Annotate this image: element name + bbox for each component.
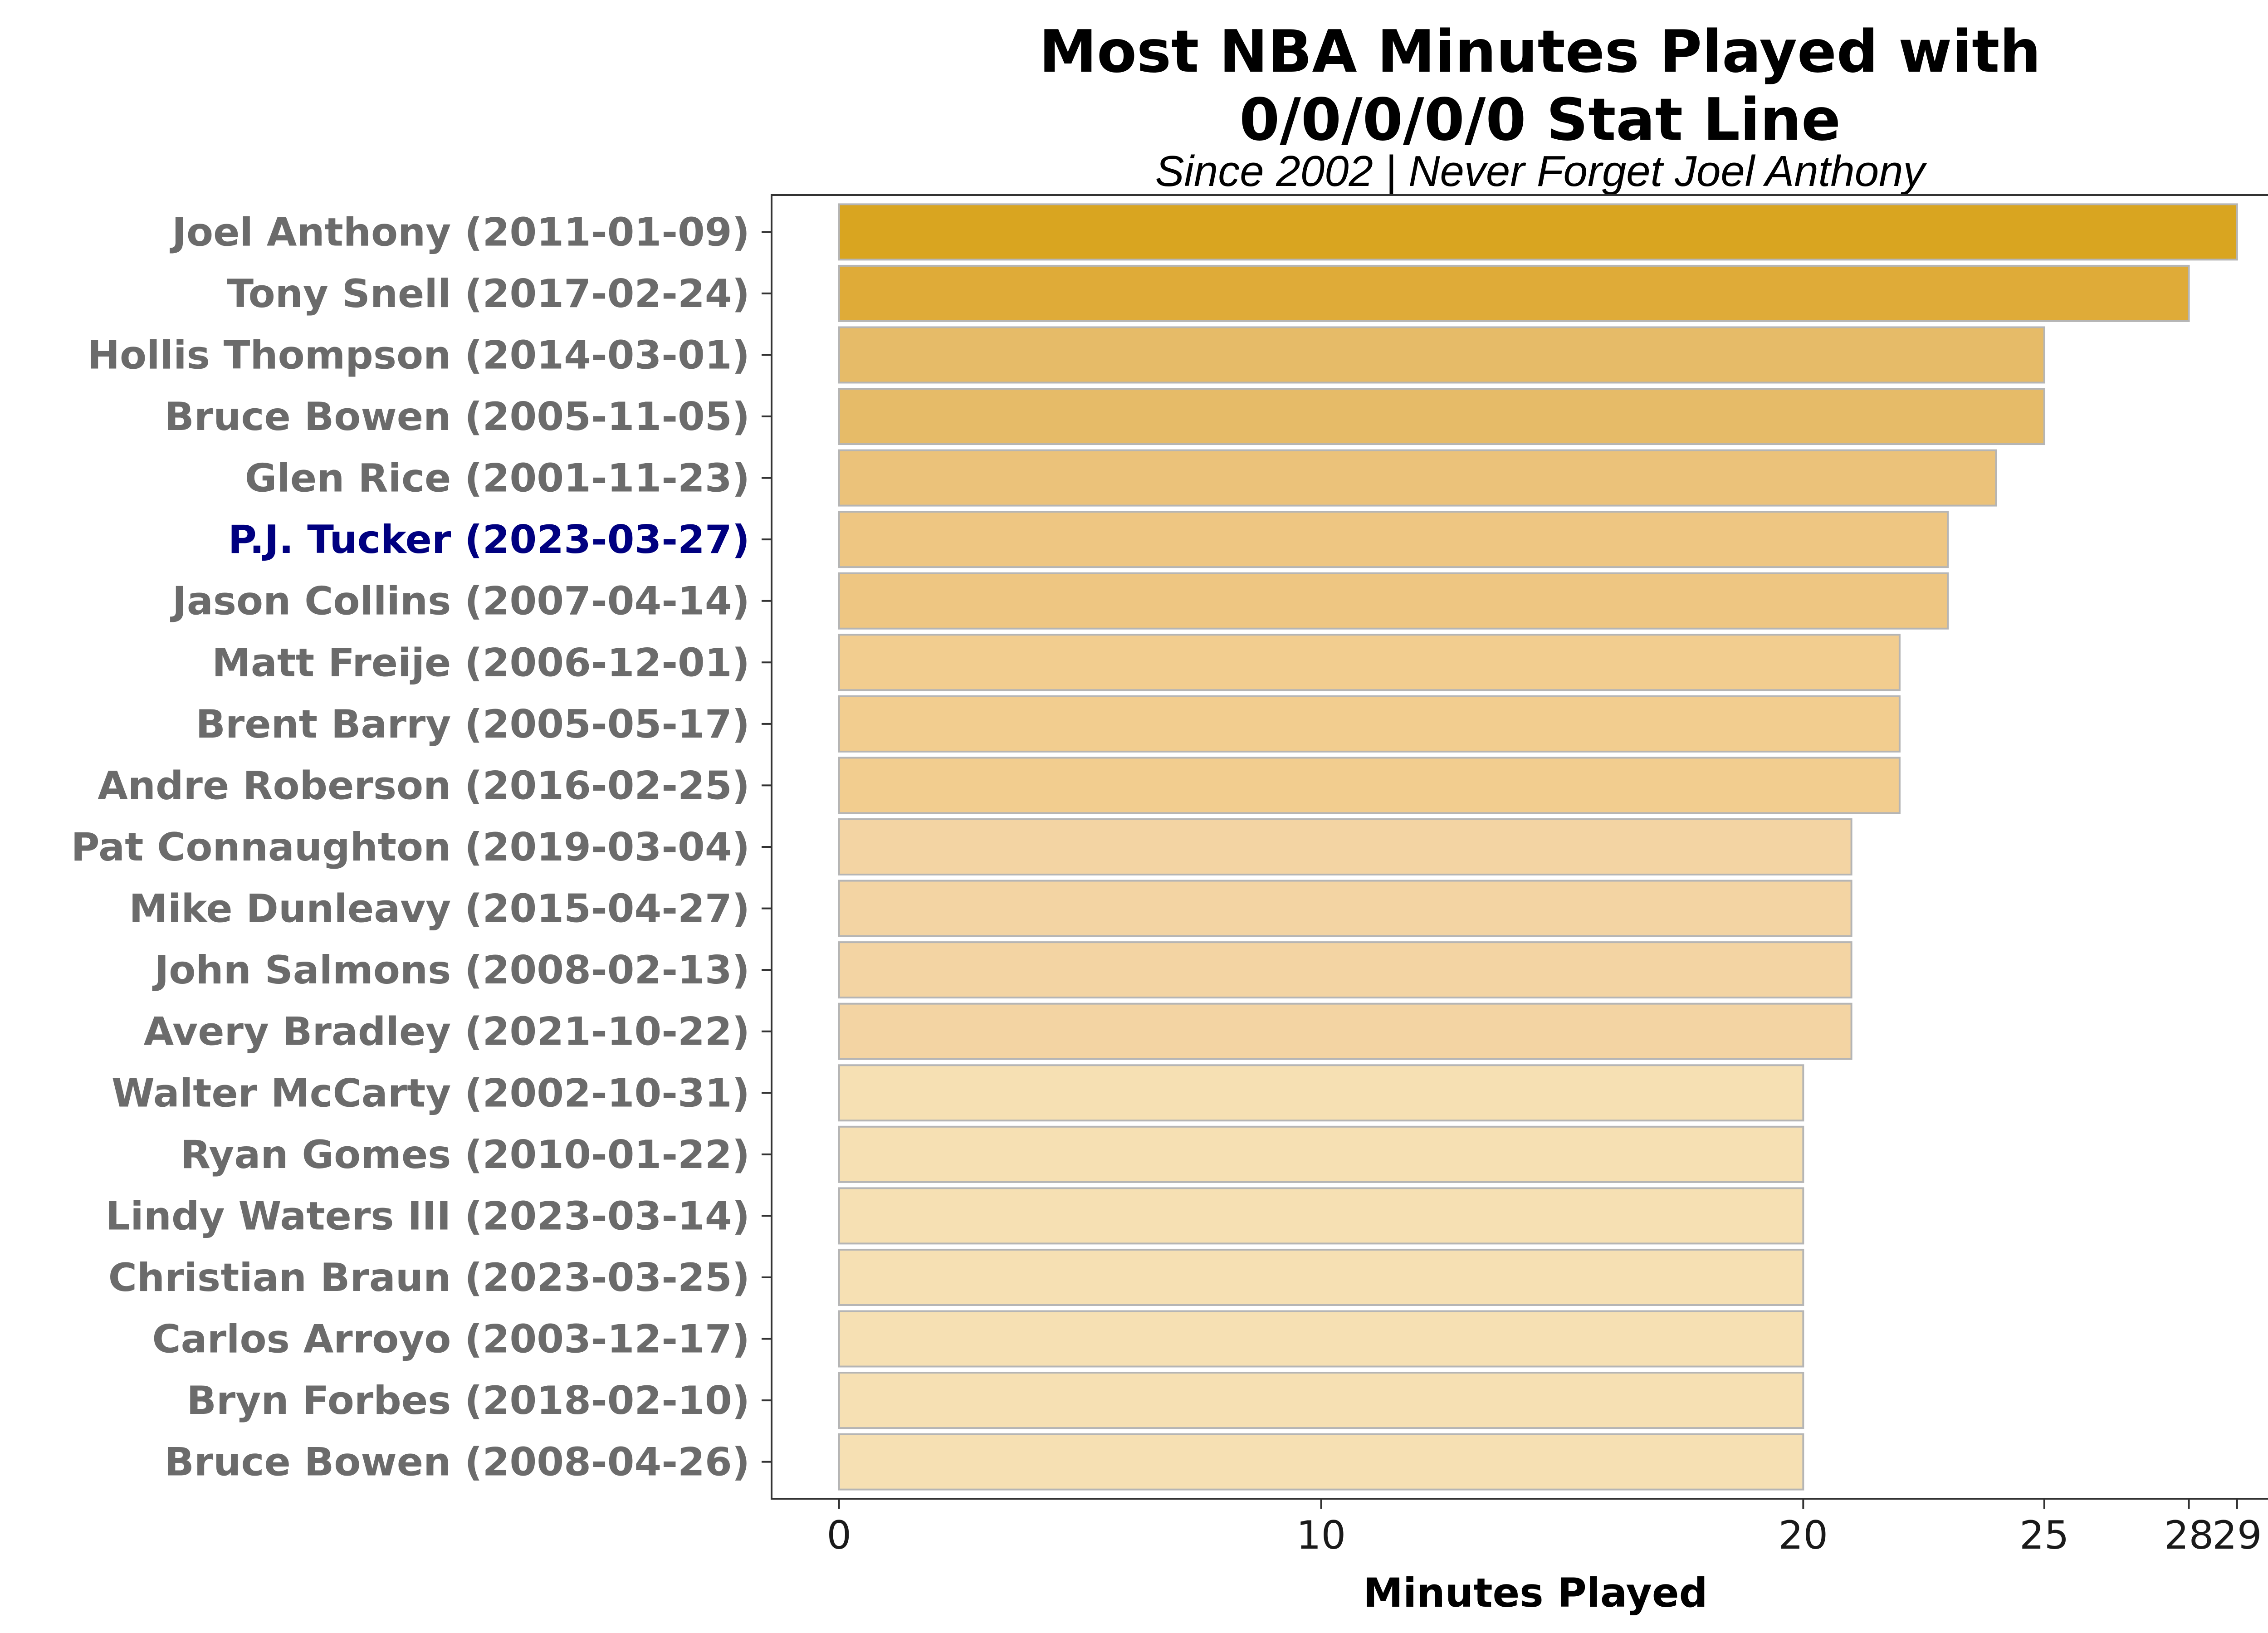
y-axis: Joel Anthony (2011-01-09) Tony Snell (201…: [71, 210, 772, 1485]
y-tick-label: Avery Bradley (2021-10-22): [144, 1009, 750, 1055]
chart-title-line: 0/0/0/0/0 Stat Line: [1239, 86, 1841, 154]
bar: [838, 880, 1853, 937]
x-tick-label: 10: [1296, 1513, 1346, 1558]
y-tick-label: Bruce Bowen (2005-11-05): [164, 394, 750, 440]
y-tick-label: Christian Braun (2023-03-25): [108, 1255, 750, 1301]
bar: [838, 1372, 1804, 1429]
x-tick-label: 25: [2019, 1513, 2069, 1558]
y-tick-label: Lindy Waters III (2023-03-14): [105, 1193, 750, 1239]
bar: [838, 757, 1901, 814]
y-tick-label: Carlos Arroyo (2003-12-17): [152, 1317, 750, 1362]
bar: [838, 941, 1853, 999]
bar: [838, 449, 1997, 507]
bars-layer: [838, 203, 2238, 1491]
bar: [838, 264, 2190, 322]
y-tick-label: Andre Roberson (2016-02-25): [98, 763, 750, 808]
bar: [838, 1433, 1804, 1491]
bar: [838, 1187, 1804, 1245]
y-tick-label: John Salmons (2008-02-13): [152, 948, 750, 993]
bar: [838, 572, 1949, 630]
y-tick-label: P.J. Tucker (2023-03-27): [228, 517, 750, 562]
x-tick-label: 28: [2164, 1513, 2214, 1558]
y-tick-label: Bruce Bowen (2008-04-26): [164, 1440, 750, 1485]
y-tick-label: Mike Dunleavy (2015-04-27): [129, 886, 750, 932]
y-tick-label: Hollis Thompson (2014-03-01): [87, 332, 750, 378]
y-tick-label: Glen Rice (2001-11-23): [245, 456, 750, 501]
y-tick-label: Bryn Forbes (2018-02-10): [186, 1378, 750, 1423]
bar: [838, 1310, 1804, 1368]
x-tick-label: 20: [1779, 1513, 1828, 1558]
y-tick-label: Joel Anthony (2011-01-09): [170, 210, 750, 255]
x-axis-label: Minutes Played: [1363, 1569, 1707, 1616]
y-tick-label: Jason Collins (2007-04-14): [170, 579, 750, 624]
chart-title-line: Most NBA Minutes Played with: [1039, 18, 2041, 86]
bar: [838, 326, 2045, 384]
bar: [838, 203, 2238, 261]
bar: [838, 1248, 1804, 1306]
y-tick-label: Matt Freije (2006-12-01): [212, 640, 750, 685]
y-tick-label: Brent Barry (2005-05-17): [196, 702, 750, 747]
x-tick-label: 29: [2212, 1513, 2262, 1558]
chart-subtitle: Since 2002 | Never Forget Joel Anthony: [1155, 147, 1927, 196]
bar: [838, 634, 1901, 691]
bar: [838, 1125, 1804, 1183]
bar: [838, 695, 1901, 753]
bar: [838, 388, 2045, 445]
y-tick-label: Tony Snell (2017-02-24): [227, 271, 750, 317]
x-tick-label: 0: [826, 1513, 851, 1558]
bar: [838, 818, 1853, 876]
bar: [838, 511, 1949, 568]
y-tick-label: Pat Connaughton (2019-03-04): [71, 825, 750, 870]
bar: [838, 1064, 1804, 1122]
y-tick-label: Walter McCarty (2002-10-31): [112, 1071, 750, 1116]
y-tick-label: Ryan Gomes (2010-01-22): [181, 1132, 750, 1178]
bar: [838, 1002, 1853, 1060]
